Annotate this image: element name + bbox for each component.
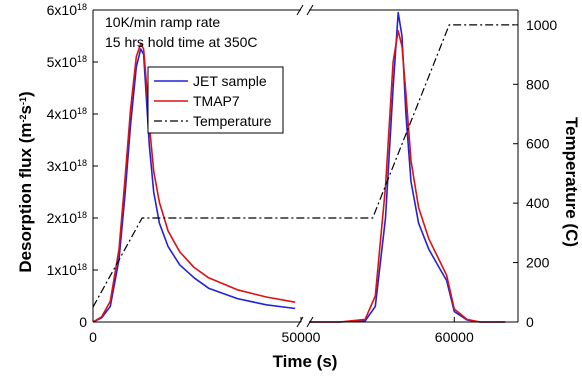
annotation-ramp-rate: 10K/min ramp rate [105,14,220,30]
y-right-tick-label-4: 800 [526,76,550,92]
y-left-tick-label-4: 4x1018 [47,106,87,122]
x-axis-title: Time (s) [273,352,338,371]
y-axis-left-title: Desorption flux (m-2s-1) [16,91,35,272]
y-left-tick-label-exp-2: 18 [77,210,87,220]
y-left-title-sup2: -1 [18,97,28,105]
y-left-tick-label-base-4: 4x10 [47,106,78,122]
x-tick-label-2: 60000 [435,329,474,345]
series-line-temperature [92,24,518,308]
y-left-tick-label-exp-3: 18 [77,158,87,168]
y-left-tick-label-base-6: 6x10 [47,2,78,18]
x-tick-label-0: 0 [89,329,97,345]
y-left-title-mid: s [16,105,35,114]
legend-label-jet-sample: JET sample [193,73,267,89]
y-left-tick-label-exp-4: 18 [77,106,87,116]
axis-break-mark-bottom-1 [296,316,304,328]
y-left-tick-label-exp-1: 18 [77,262,87,272]
y-left-tick-label-base-5: 5x10 [47,54,78,70]
legend-label-temperature: Temperature [193,113,272,129]
axis-break-mark-bottom-2 [306,316,314,328]
axes-layer: 01x10182x10183x10184x10185x10186x1018020… [47,2,558,345]
y-left-title-base: Desorption flux (m [16,123,35,273]
y-left-tick-label-exp-5: 18 [77,54,87,64]
y-axis-right-title: Temperature (C) [562,117,581,247]
y-left-tick-label-exp-6: 18 [77,2,87,12]
y-right-tick-label-0: 0 [526,314,534,330]
y-left-title-end: ) [16,91,35,97]
y-left-tick-label-1: 1x1018 [47,262,87,278]
y-left-tick-label-2: 2x1018 [47,210,87,226]
y-left-tick-label-5: 5x1018 [47,54,87,70]
y-left-tick-label-base-3: 3x10 [47,158,78,174]
axis-break-mark-top-1 [296,4,304,16]
legend: JET sample TMAP7 Temperature [147,66,284,134]
y-right-tick-label-2: 400 [526,195,550,211]
y-right-tick-label-5: 1000 [526,17,557,33]
series-layer [92,11,518,323]
y-left-tick-label-base-2: 2x10 [47,210,78,226]
y-left-tick-label-6: 6x1018 [47,2,87,18]
series-line-tmap7-seg-2 [309,29,506,323]
y-left-tick-label-0: 0 [79,314,87,330]
legend-label-tmap7: TMAP7 [193,93,240,109]
series-line-jet-sample-seg-2 [309,11,506,323]
x-tick-label-1: 50000 [282,329,321,345]
y-left-tick-label-3: 3x1018 [47,158,87,174]
legend-box [147,66,284,134]
y-left-title-sup1: -2 [18,114,28,122]
y-left-tick-label-base-0: 0 [79,314,87,330]
y-right-tick-label-3: 600 [526,136,550,152]
y-right-tick-label-1: 200 [526,255,550,271]
annotation-hold-time: 15 hrs hold time at 350C [105,34,258,50]
axis-break-mark-top-2 [306,4,314,16]
y-left-tick-label-base-1: 1x10 [47,262,78,278]
